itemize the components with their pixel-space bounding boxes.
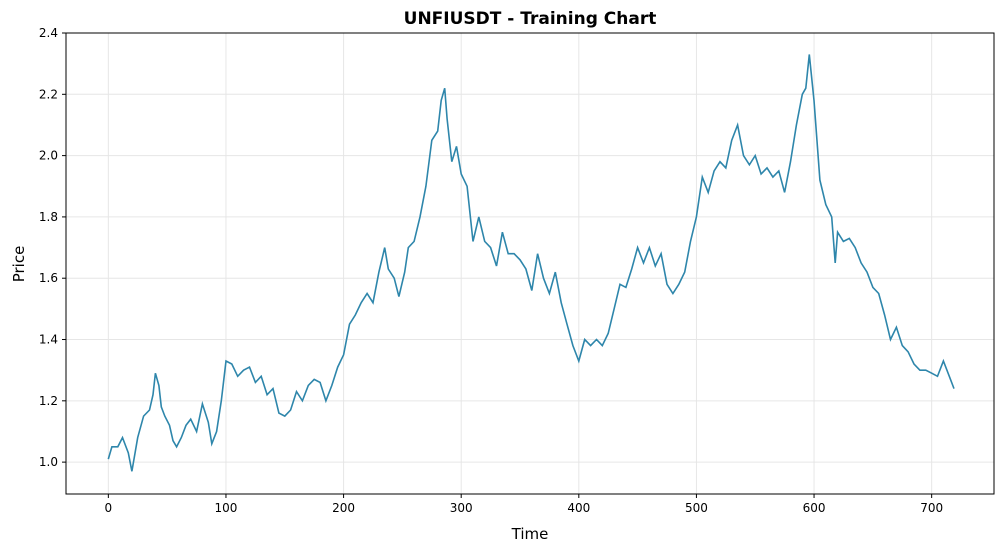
y-axis-label: Price [10, 246, 28, 283]
y-tick-label: 1.8 [39, 210, 58, 224]
x-tick-label: 300 [450, 501, 473, 515]
price-line [107, 54, 955, 472]
x-tick-label: 600 [803, 501, 826, 515]
y-tick-label: 1.0 [39, 455, 58, 469]
x-tick-label: 0 [105, 501, 113, 515]
y-tick-label: 2.4 [39, 26, 58, 40]
x-tick-label: 700 [920, 501, 943, 515]
y-tick-label: 2.0 [39, 149, 58, 163]
y-tick-label: 1.6 [39, 271, 58, 285]
x-tick-label: 400 [567, 501, 590, 515]
y-tick-label: 2.2 [39, 87, 58, 101]
plot-frame [65, 32, 995, 495]
y-tick-label: 1.2 [39, 394, 58, 408]
x-tick-label: 200 [332, 501, 355, 515]
x-tick-label: 500 [685, 501, 708, 515]
chart-title: UNFIUSDT - Training Chart [404, 9, 657, 29]
y-tick-label: 1.4 [39, 333, 58, 347]
x-tick-label: 100 [215, 501, 238, 515]
x-axis-label: Time [511, 525, 549, 543]
